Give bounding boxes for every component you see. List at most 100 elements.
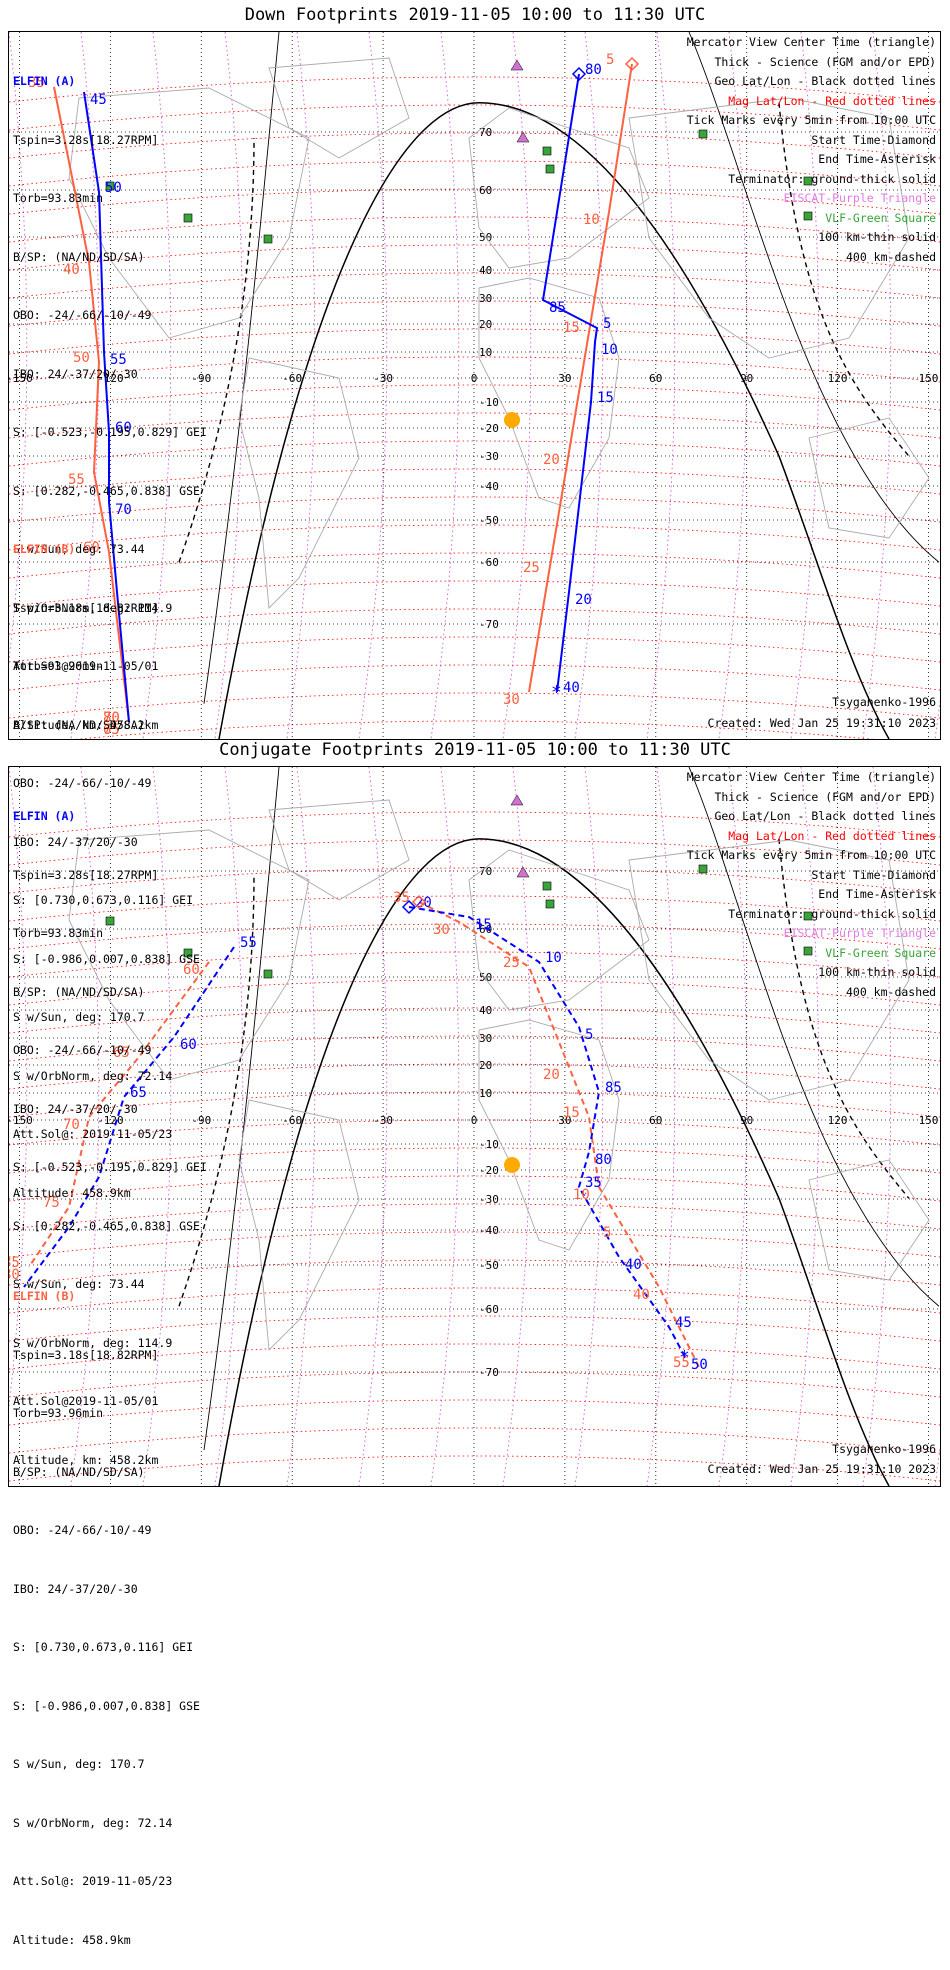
lat-tick-label: -10 [479, 396, 499, 409]
elfin-a-tick-label: 10 [601, 342, 618, 358]
elfin-b-tick-label: 40 [633, 1287, 650, 1303]
elfin-a-tick-label: 85 [549, 300, 566, 316]
north-america-outline [68, 87, 310, 339]
vlf-square-icon [263, 969, 273, 979]
lon-tick-label: 30 [558, 1114, 571, 1127]
mag-lat-line [8, 1343, 941, 1370]
info-line: Att.Sol@: 2019-11-05/23 [13, 1874, 173, 1888]
mag-lat-line [8, 951, 941, 978]
elfin-a-tick-label: 60 [180, 1037, 197, 1053]
elfin-a-tick-label: 45 [675, 1315, 692, 1331]
lon-tick-label: -90 [191, 372, 211, 385]
mag-lat-line [8, 1119, 941, 1146]
elfin-a-track [23, 946, 235, 1288]
info-line: S w/OrbNorm, deg: 72.14 [13, 1815, 173, 1830]
elfin-a-tick-label: 70 [115, 502, 132, 518]
mag-lat-line [8, 811, 941, 838]
legend-entry: EISCAT-Purple Triangle [783, 191, 936, 205]
australia-outline [808, 417, 930, 539]
map-canvas-conjugate: -180-150-120-90-60-300306090120150180706… [0, 766, 950, 1487]
mag-lat-line [8, 895, 941, 922]
elfin-a-track [541, 73, 599, 693]
info-line: Altitude, km: 458.2km [13, 1452, 159, 1467]
elfin-b-tick-label: 15 [563, 1105, 580, 1121]
eiscat-triangle-icon [510, 59, 524, 71]
legend-entry: End Time-Asterisk [818, 152, 936, 166]
mag-lon-line [574, 766, 604, 1487]
map-canvas-down: -180-150-120-90-60-300306090120150180706… [0, 31, 950, 747]
lon-tick-label: 0 [471, 372, 478, 385]
mag-lat-line [8, 552, 941, 579]
lat-tick-label: -10 [479, 1138, 499, 1151]
elfin-a-tick-label: 55 [240, 935, 257, 951]
elfin-b-tick-label: 70 [103, 710, 120, 726]
legend-entry: End Time-Asterisk [818, 887, 936, 901]
lat-tick-label: 30 [479, 292, 492, 305]
mag-lat-line [8, 272, 941, 299]
lat-tick-label: -20 [479, 1164, 499, 1177]
south-america-outline [238, 357, 360, 609]
legend-entry: Mercator View Center Time (triangle) [686, 35, 936, 49]
start-diamond-icon [401, 899, 417, 915]
mag-lat-line [8, 839, 941, 866]
mag-lat-line [8, 440, 941, 467]
mag-lon-line [70, 766, 100, 1487]
lat-tick-label: 60 [479, 184, 492, 197]
lat-tick-label: -30 [479, 1193, 499, 1206]
info-line: OBO: -24/-66/-10/-49 [13, 1043, 152, 1057]
lon-tick-label: -30 [373, 372, 393, 385]
mag-lat-line [8, 412, 941, 439]
vlf-square-icon [542, 146, 552, 156]
info-line: IBO: 24/-37/20/-30 [13, 834, 138, 849]
elfin-b-track [418, 901, 700, 1368]
africa-outline [478, 1019, 620, 1251]
elfin-b-tick-label: 5 [606, 52, 614, 68]
lat-tick-label: 10 [479, 1087, 492, 1100]
info-line: S w/OrbNorm, deg: 114.9 [13, 600, 173, 615]
map-panel-conjugate: -180-150-120-90-60-300306090120150180706… [0, 766, 950, 1487]
info-line: S w/OrbNorm, deg: 72.14 [13, 1068, 173, 1083]
mag-lat-line [8, 1455, 941, 1482]
elfin-a-tick-label: 50 [105, 180, 122, 196]
lat-tick-label: 70 [479, 865, 492, 878]
end-asterisk-icon: * [679, 1347, 690, 1368]
info-line: S: [-0.986,0.007,0.838] GSE [13, 1698, 200, 1713]
mag-lat-line [8, 1371, 941, 1398]
mag-lat-line [8, 384, 941, 411]
mag-lon-line [790, 31, 820, 740]
vlf-square-icon [542, 881, 552, 891]
mag-lon-line [430, 31, 460, 740]
elfin-b-tick-label: 40 [63, 262, 80, 278]
lon-tick-label: -60 [282, 372, 302, 385]
elfin-b-track [28, 961, 210, 1268]
elfin-b-track [53, 86, 130, 723]
lon-tick-label: 120 [828, 1114, 848, 1127]
lat-tick-label: -50 [479, 1259, 499, 1272]
mag-lon-line [142, 766, 172, 1487]
vlf-square-icon [698, 129, 708, 139]
elfin-b-tick-label: 60 [83, 540, 100, 556]
elfin-b-tick-label: 25 [523, 560, 540, 576]
mag-lat-line [8, 1175, 941, 1202]
info-line: OBO: -24/-66/-10/-49 [13, 1523, 152, 1537]
info-line: IBO: 24/-37/20/-30 [13, 1101, 138, 1116]
elfin-a-info-down: ELFIN (A) Tspin=3.28s[18.27RPM] Torb=93.… [13, 33, 207, 755]
elfin-b-tick-label: 80 [103, 710, 120, 726]
mag-lat-line [8, 1035, 941, 1062]
mag-lat-line [8, 923, 941, 950]
info-line: Tspin=3.28s[18.27RPM] [13, 132, 159, 147]
legend-entry: 100 km-thin solid [818, 965, 936, 979]
mag-lat-line [8, 1287, 941, 1314]
panel-title-conjugate: Conjugate Footprints 2019-11-05 10:00 to… [219, 740, 731, 760]
map-panel-down: -180-150-120-90-60-300306090120150180706… [0, 31, 950, 747]
info-line: IBO: 24/-37/20/-30 [13, 1581, 138, 1596]
mag-lon-line [142, 31, 172, 740]
vlf-square-icon [803, 176, 813, 186]
lat-tick-label: 60 [479, 923, 492, 936]
vlf-square-icon [698, 864, 708, 874]
lat-tick-label: 40 [479, 264, 492, 277]
mag-lat-line [8, 160, 941, 187]
sun-icon [504, 412, 520, 428]
legend-entry: Geo Lat/Lon - Black dotted lines [714, 809, 936, 823]
info-line: Torb=93.83min [13, 191, 104, 205]
